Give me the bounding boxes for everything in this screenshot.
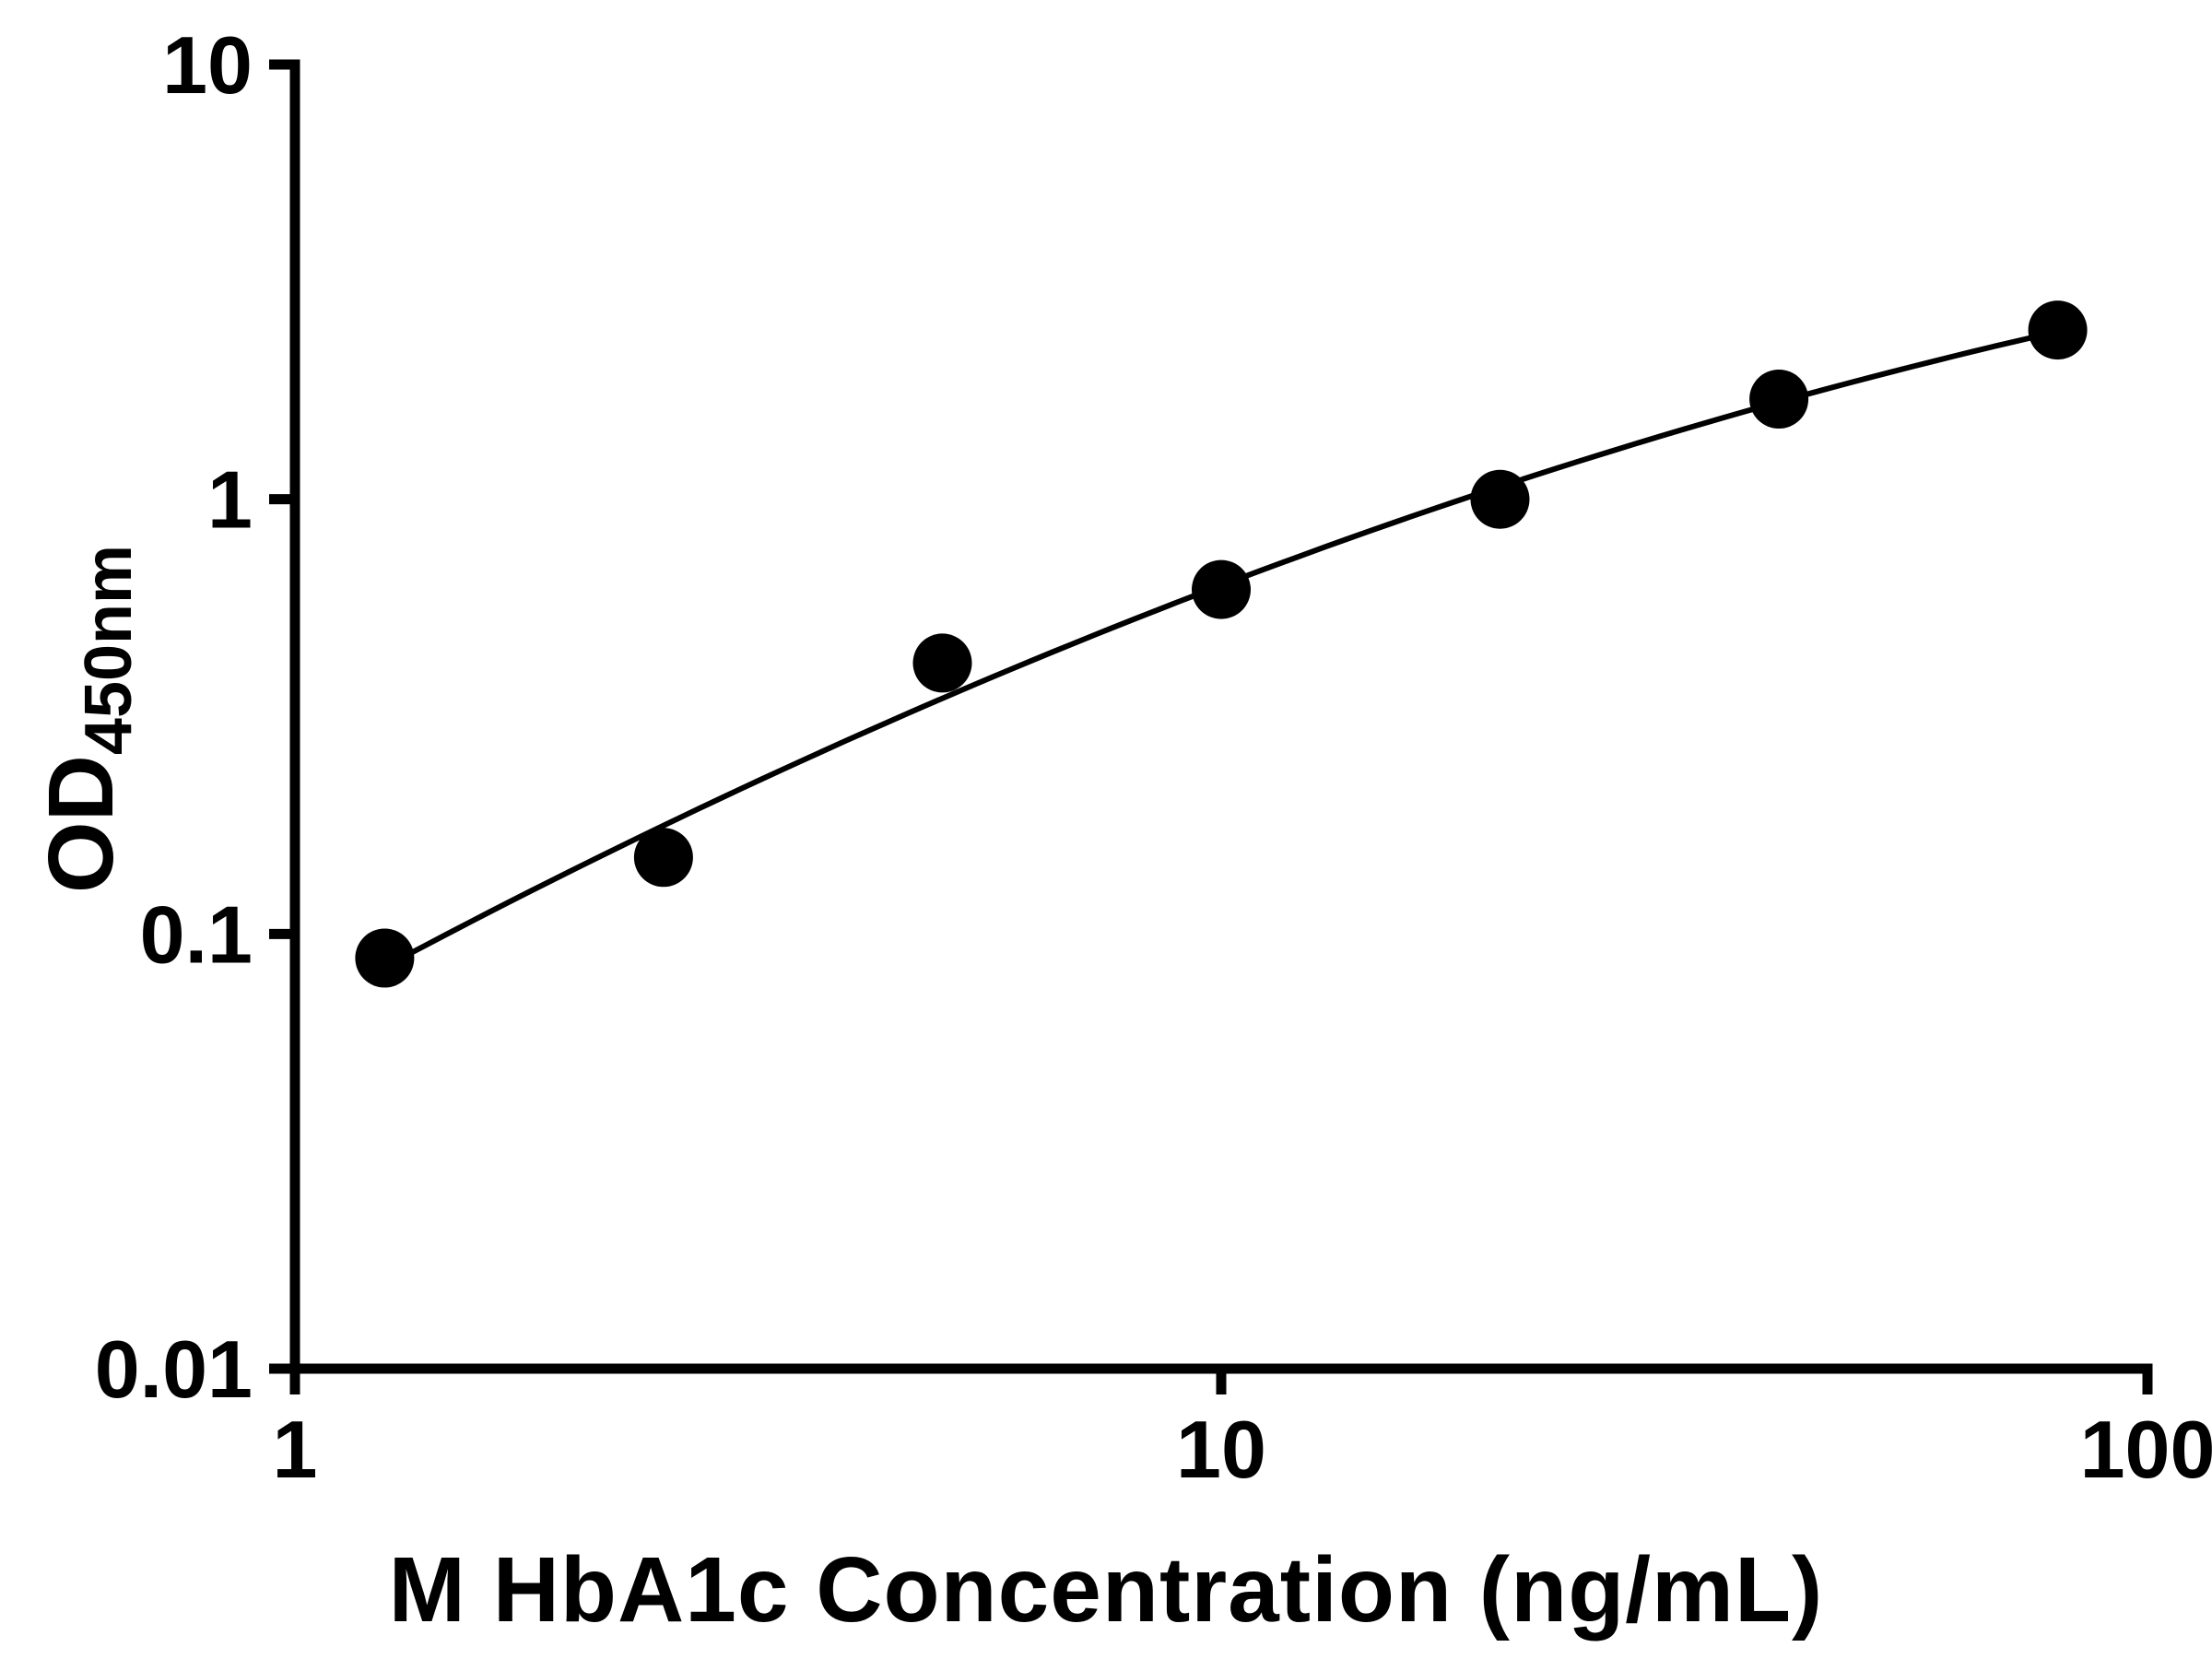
data-point bbox=[2028, 300, 2088, 360]
data-point bbox=[912, 633, 972, 693]
y-axis-tick-label: 1 bbox=[207, 454, 253, 546]
y-axis-tick-label: 10 bbox=[162, 19, 253, 111]
x-axis-tick-label: 10 bbox=[1176, 1404, 1266, 1495]
axes-spines bbox=[289, 59, 2153, 1374]
y-axis-title-sub: 450nm bbox=[72, 544, 146, 756]
data-point bbox=[1192, 559, 1251, 619]
x-axis-tick-label: 1 bbox=[273, 1404, 318, 1495]
data-point bbox=[1749, 370, 1809, 429]
y-axis-tick-label: 0.1 bbox=[140, 888, 253, 980]
data-point bbox=[1470, 469, 1530, 529]
y-axis-tick-label: 0.01 bbox=[95, 1324, 253, 1415]
y-axis-title-main: OD bbox=[29, 755, 133, 894]
data-point bbox=[633, 828, 693, 888]
y-axis-title: OD450nm bbox=[29, 545, 147, 893]
x-axis-tick-label: 100 bbox=[2080, 1404, 2212, 1495]
fit-curve bbox=[382, 328, 2061, 971]
data-point bbox=[355, 928, 415, 988]
x-axis-title: M HbA1c Concentration (ng/mL) bbox=[388, 1538, 1824, 1641]
